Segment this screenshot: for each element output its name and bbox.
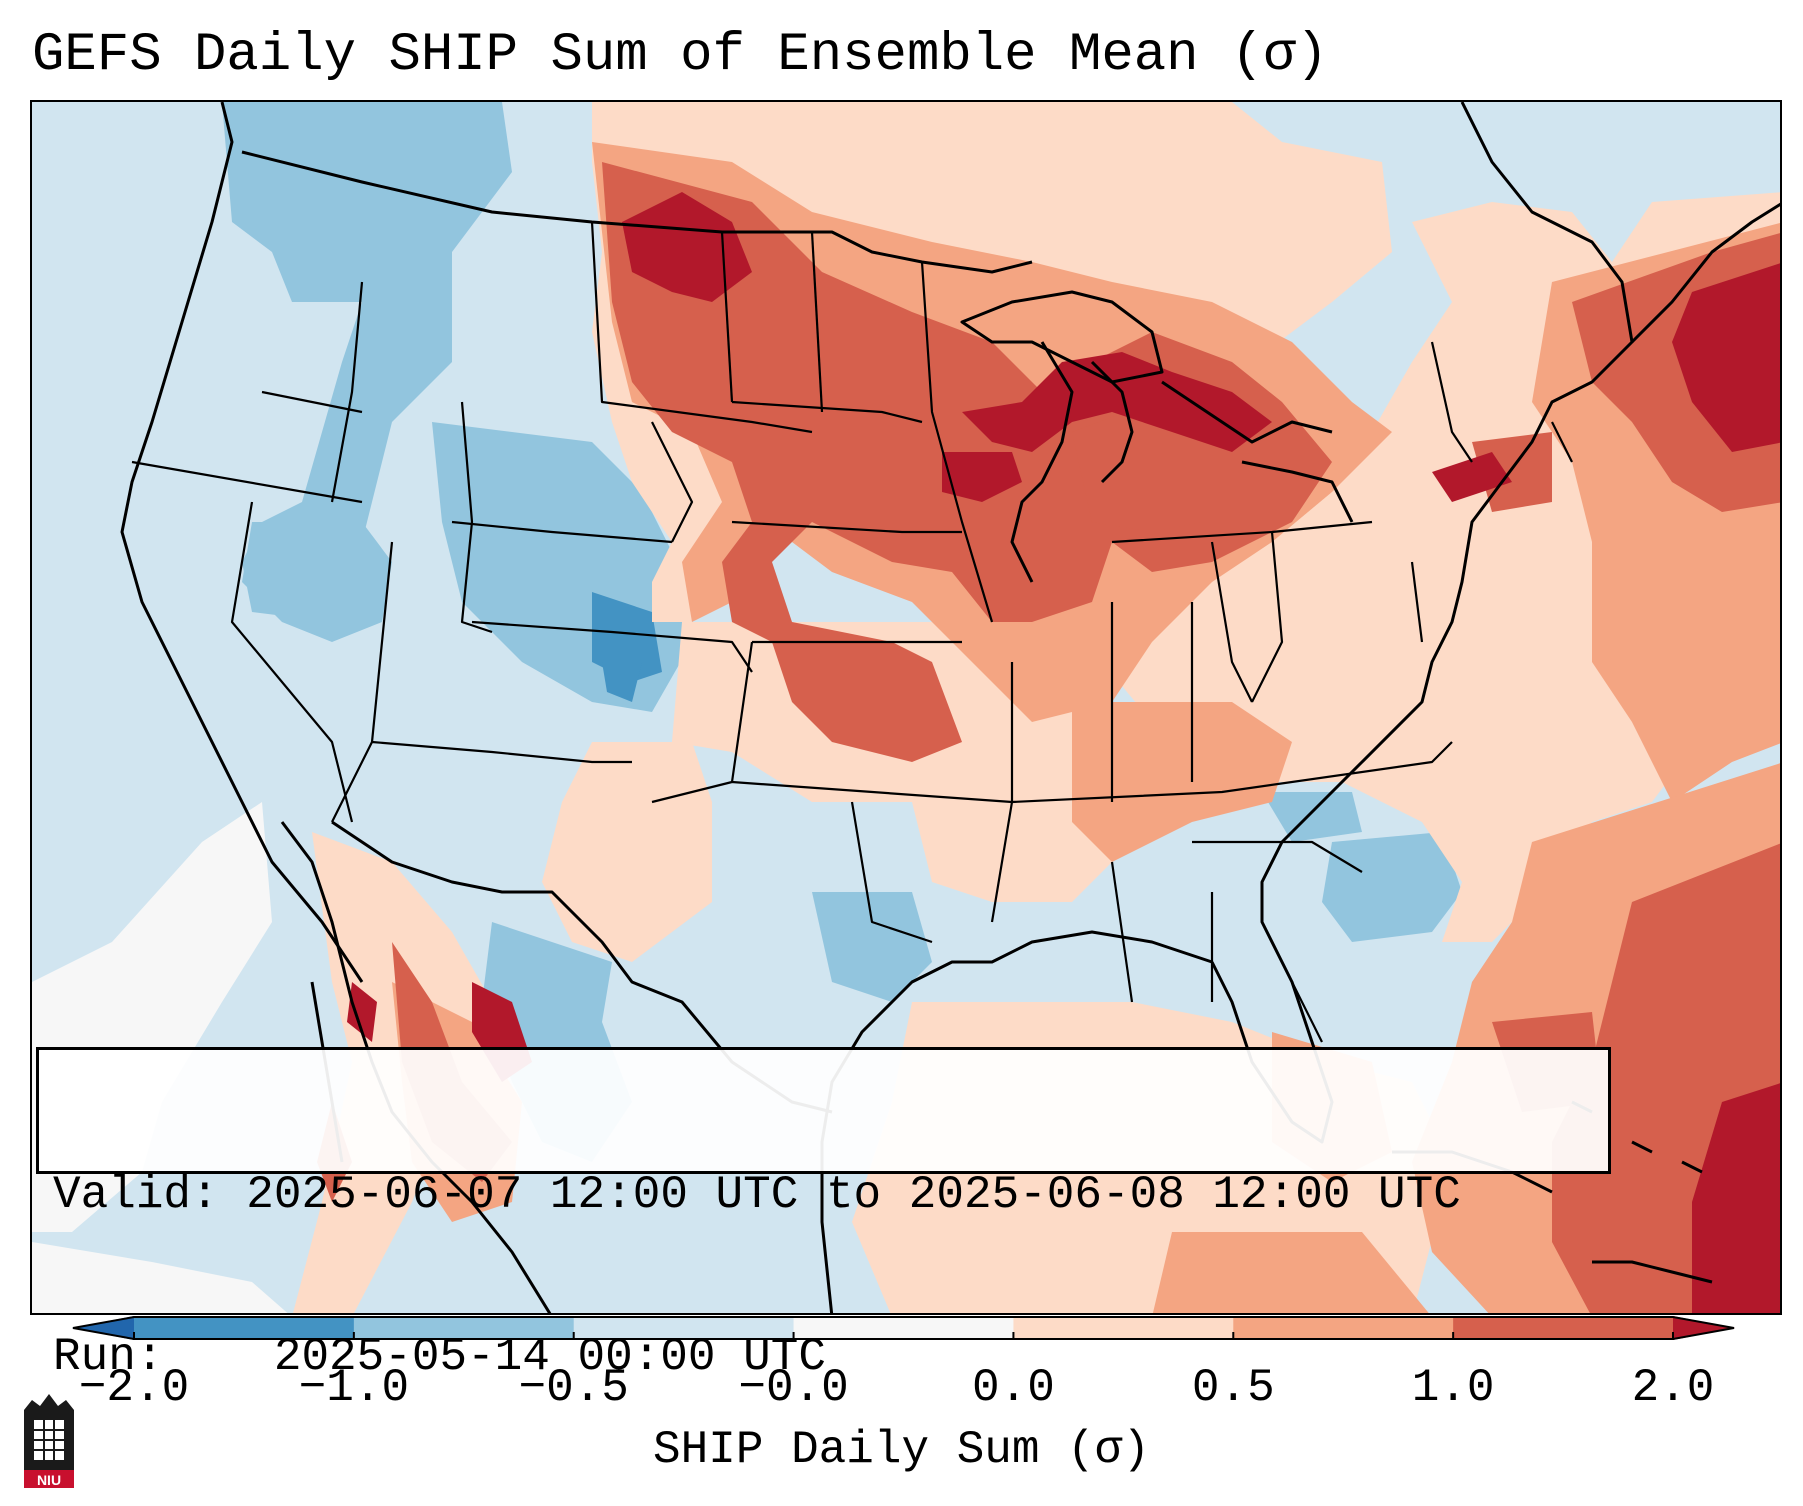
valid-label: Valid: (53, 1169, 219, 1221)
niu-logo: NIU (24, 1394, 74, 1488)
validity-info-box: Valid: 2025-06-07 12:00 UTC to 2025-06-0… (36, 1047, 1611, 1383)
colorbar-tick-label: −1.0 (298, 1362, 410, 1414)
colorbar-label: SHIP Daily Sum (σ) (653, 1424, 1150, 1476)
valid-value: 2025-06-07 12:00 UTC to 2025-06-08 12:00… (246, 1169, 1461, 1221)
colorbar-bin (134, 1316, 355, 1340)
colorbar-extend-high (1673, 1316, 1735, 1340)
colorbar-tick-label: −2.0 (78, 1362, 190, 1414)
colorbar-tick-label: 2.0 (1631, 1362, 1715, 1414)
state-borders (131, 221, 1573, 1043)
colorbar-bin (1013, 1316, 1234, 1340)
colorbar-bin (1453, 1316, 1674, 1340)
valid-row: Valid: 2025-06-07 12:00 UTC to 2025-06-0… (53, 1168, 1594, 1222)
colorbar-bin (353, 1316, 575, 1340)
colorbar-extend-low (72, 1316, 134, 1340)
colorbar-bin (1233, 1316, 1454, 1340)
colorbar (72, 1316, 1735, 1340)
negative-anomaly-mid (592, 592, 662, 702)
colorbar-tick-label: 0.5 (1191, 1362, 1275, 1414)
chart-title: GEFS Daily SHIP Sum of Ensemble Mean (σ) (32, 25, 1329, 86)
colorbar-tick-label: 0.0 (972, 1362, 1055, 1414)
logo-text: NIU (37, 1472, 61, 1488)
colorbar-tick-label: −0.5 (518, 1362, 629, 1414)
colorbar-bin (573, 1316, 795, 1340)
colorbar-tick-label: −0.0 (738, 1362, 849, 1414)
colorbar-tick-label: 1.0 (1411, 1362, 1495, 1414)
colorbar-bin (793, 1316, 1014, 1340)
positive-anomaly-strong (347, 192, 1780, 1313)
